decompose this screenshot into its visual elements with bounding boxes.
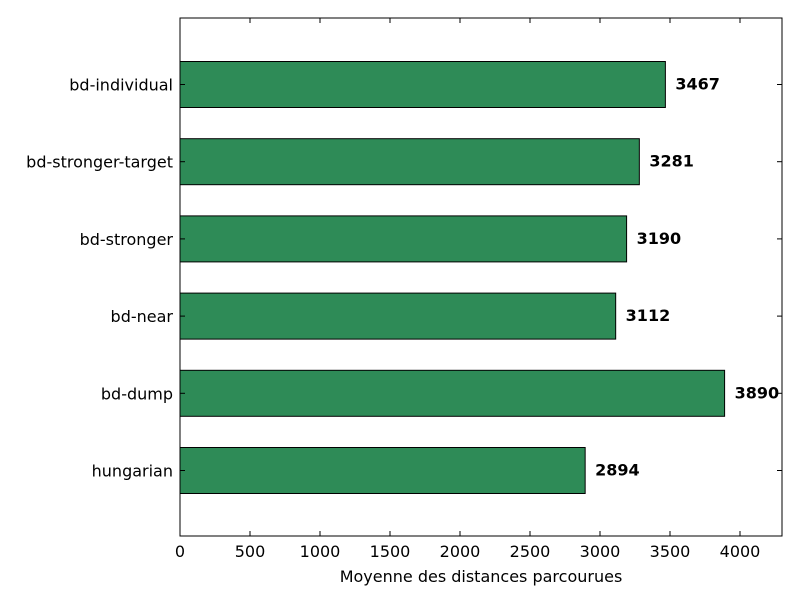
x-tick-label: 3500 xyxy=(650,542,691,561)
bars-group xyxy=(179,61,726,494)
x-tick-label: 1000 xyxy=(300,542,341,561)
plot-frame xyxy=(179,17,783,537)
value-label: 2894 xyxy=(595,461,640,480)
bar-bd-near xyxy=(179,292,617,340)
value-label: 3890 xyxy=(735,383,780,402)
value-label: 3190 xyxy=(637,229,682,248)
value-label: 3112 xyxy=(626,306,671,325)
bar-bd-dump xyxy=(179,369,726,417)
x-tick-label: 3000 xyxy=(580,542,621,561)
category-label: bd-dump xyxy=(101,384,173,403)
labels-group: bd-individual 3467 bd-stronger-target 3281 b… xyxy=(26,75,779,562)
x-tick-label: 2500 xyxy=(510,542,551,561)
bar-hungarian xyxy=(179,447,586,494)
bar-bd-stronger xyxy=(179,215,628,263)
category-label: bd-stronger-target xyxy=(26,153,173,172)
bar-bd-individual xyxy=(179,61,666,108)
value-label: 3467 xyxy=(675,75,720,94)
category-label: bd-individual xyxy=(69,76,173,95)
x-tick-label: 0 xyxy=(175,542,185,561)
value-label: 3281 xyxy=(649,152,694,171)
x-axis-title: Moyenne des distances parcourues xyxy=(340,567,623,586)
category-label: hungarian xyxy=(92,462,173,481)
category-label: bd-stronger xyxy=(80,230,174,249)
x-tick-label: 4000 xyxy=(720,542,761,561)
category-label: bd-near xyxy=(111,307,174,326)
x-tick-label: 2000 xyxy=(440,542,481,561)
bar-bd-stronger-target xyxy=(179,138,640,186)
x-tick-label: 500 xyxy=(235,542,266,561)
x-tick-label: 1500 xyxy=(370,542,411,561)
